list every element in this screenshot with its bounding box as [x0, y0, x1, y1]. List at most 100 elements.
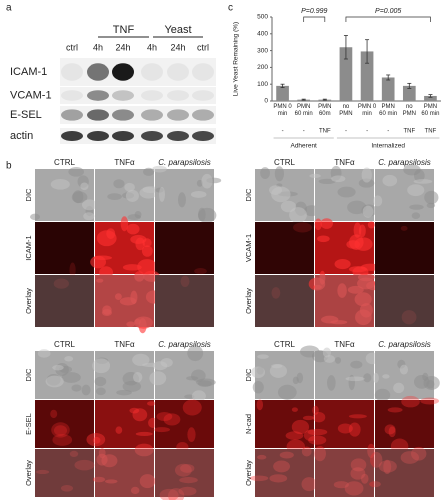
- cell: [257, 354, 269, 359]
- cell: [367, 221, 375, 229]
- cell: [312, 405, 319, 416]
- cell: [360, 473, 369, 484]
- cell: [159, 488, 179, 500]
- y-tick-label: 300: [257, 47, 268, 54]
- dic-overlay: [35, 275, 94, 327]
- error-bar: [301, 98, 306, 101]
- treatment-label: -: [366, 129, 368, 135]
- cell: [52, 364, 64, 371]
- cell: [95, 387, 106, 396]
- row-label: DIC: [24, 188, 33, 202]
- cell: [378, 460, 397, 473]
- blot-band: [112, 131, 134, 141]
- blot-band: [87, 109, 109, 121]
- overlay-image: [35, 275, 94, 327]
- cell: [337, 423, 353, 434]
- cell: [96, 453, 108, 466]
- cell: [316, 235, 330, 243]
- treatment-label: TNF: [425, 129, 437, 135]
- cell: [52, 434, 73, 446]
- cell: [83, 212, 95, 221]
- x-tick-label: PMN 60 min: [294, 104, 313, 117]
- cell: [92, 358, 111, 374]
- overlay-image: [375, 275, 434, 327]
- cell: [142, 186, 159, 194]
- cell: [86, 432, 106, 447]
- cell: [125, 189, 139, 202]
- row-label: Overlay: [244, 288, 253, 314]
- cell: [334, 258, 351, 270]
- cell: [71, 384, 82, 392]
- cell: [93, 255, 112, 260]
- cell: [139, 474, 156, 489]
- cell: [348, 422, 361, 437]
- fluorescence-image: [155, 222, 214, 274]
- cell: [182, 399, 202, 416]
- blot-band: [167, 63, 189, 81]
- cell: [400, 451, 419, 464]
- cell: [384, 424, 396, 435]
- cell: [120, 216, 129, 232]
- blot-band: [61, 109, 83, 121]
- cell: [407, 184, 425, 197]
- bar: [339, 47, 353, 101]
- cell: [201, 173, 213, 189]
- cell: [285, 431, 304, 440]
- cell: [388, 426, 396, 438]
- cell: [81, 199, 97, 211]
- cell: [273, 460, 290, 473]
- cell: [249, 475, 269, 482]
- cell: [350, 360, 363, 369]
- cell: [420, 397, 440, 405]
- cell: [186, 376, 199, 381]
- cell: [301, 477, 317, 492]
- cell: [354, 292, 372, 307]
- dic-overlay: [375, 275, 434, 327]
- blot-band: [87, 90, 109, 101]
- dic-overlay: [315, 275, 374, 327]
- cell: [115, 426, 123, 434]
- cell: [362, 205, 374, 218]
- cell: [51, 422, 70, 438]
- x-tick-label: PMN 0 min: [357, 104, 377, 117]
- cell: [296, 372, 304, 384]
- annotation: P=0.005: [375, 8, 401, 15]
- cell: [152, 165, 167, 173]
- cell: [269, 474, 288, 483]
- y-tick-label: 200: [257, 64, 268, 71]
- cell: [197, 207, 217, 223]
- blot-band: [141, 63, 163, 81]
- panel-label: a: [6, 3, 12, 14]
- dic-overlay: [255, 275, 314, 327]
- lane-label: ctrl: [197, 42, 209, 52]
- treatment-label: TNF: [319, 129, 331, 135]
- cell: [358, 224, 366, 238]
- significance-bracket: [345, 16, 431, 22]
- cell: [138, 318, 147, 334]
- cell: [53, 425, 68, 436]
- lane-label: 24h: [115, 42, 130, 52]
- cell: [401, 310, 417, 325]
- row-label: Overlay: [244, 460, 253, 486]
- cell: [126, 321, 136, 327]
- cell: [337, 186, 356, 198]
- cell: [69, 450, 79, 458]
- cell: [134, 271, 145, 282]
- blot-band: [141, 90, 163, 101]
- cell: [81, 384, 91, 396]
- overlay-image: [155, 275, 214, 327]
- x-tick-label: PMN 0 min: [273, 104, 292, 117]
- row-label: DIC: [24, 368, 33, 382]
- column-label: C. parapsilosis: [158, 340, 210, 349]
- row-label: E-SEL: [10, 109, 42, 121]
- dic-overlay: [315, 449, 374, 497]
- cell: [141, 245, 153, 257]
- cell: [307, 428, 328, 436]
- cell: [350, 467, 366, 480]
- cell: [269, 364, 288, 378]
- column-label: C. parapsilosis: [378, 158, 430, 167]
- cell: [331, 175, 346, 183]
- blot-band: [87, 131, 109, 141]
- cell: [147, 401, 156, 406]
